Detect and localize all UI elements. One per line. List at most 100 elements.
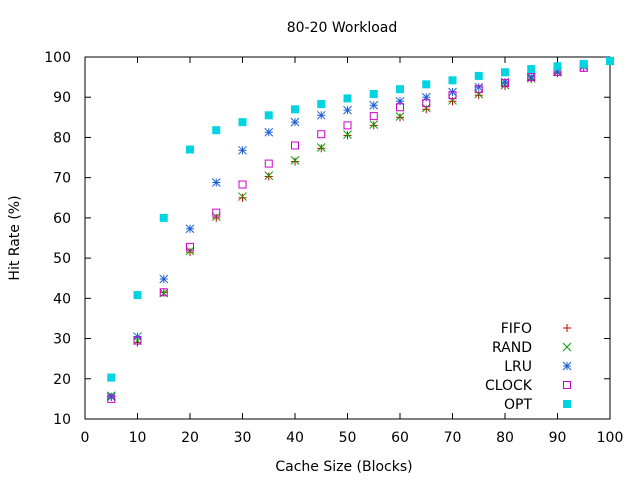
- data-point-rand: [290, 156, 300, 165]
- y-tick-label: 80: [53, 130, 71, 146]
- data-point-rand: [185, 246, 195, 256]
- data-point-clock: [369, 112, 378, 121]
- x-tick-label: 80: [496, 430, 514, 446]
- data-point-opt: [369, 90, 378, 99]
- data-point-rand: [133, 336, 142, 345]
- data-point-clock: [291, 141, 299, 150]
- chart-title: 80-20 Workload: [287, 20, 398, 36]
- data-point-opt: [448, 76, 457, 85]
- y-tick-label: 100: [44, 50, 71, 66]
- data-point-opt: [107, 373, 116, 382]
- data-point-opt: [527, 65, 536, 74]
- data-point-clock: [422, 99, 431, 108]
- data-point-opt: [291, 105, 299, 114]
- data-point-rand: [211, 212, 221, 222]
- data-point-lru: [526, 72, 536, 82]
- data-point-clock: [238, 180, 247, 189]
- data-point-opt: [553, 62, 562, 71]
- data-point-rand: [369, 120, 379, 129]
- y-axis: 10 20 30 40 50 60 70 80 90 100: [44, 50, 610, 428]
- series-rand: [106, 56, 615, 401]
- data-point-fifo: [159, 288, 168, 297]
- data-point-opt: [501, 68, 509, 77]
- y-tick-label: 30: [53, 332, 71, 348]
- data-point-opt: [579, 59, 588, 68]
- x-tick-label: 60: [391, 430, 409, 446]
- y-tick-label: 10: [53, 412, 71, 428]
- data-point-fifo: [369, 121, 378, 130]
- data-point-lru: [133, 332, 142, 341]
- legend-marker-opt: [563, 400, 571, 408]
- x-axis: 0 10 20 30 40 50 60 70 80 90 100: [81, 57, 624, 446]
- y-tick-label: 40: [53, 291, 71, 307]
- data-point-rand: [474, 89, 484, 99]
- series-fifo: [107, 57, 614, 401]
- data-point-fifo: [264, 172, 273, 181]
- data-point-lru: [264, 127, 274, 137]
- x-tick-label: 10: [129, 430, 147, 446]
- data-point-fifo: [396, 113, 404, 122]
- data-point-clock: [159, 288, 168, 297]
- data-points: [106, 56, 615, 403]
- data-point-rand: [343, 130, 352, 139]
- data-point-lru: [500, 77, 510, 87]
- x-tick-label: 100: [597, 430, 624, 446]
- data-point-rand: [264, 171, 274, 181]
- data-point-clock: [474, 85, 483, 94]
- data-point-lru: [211, 178, 221, 187]
- legend-label-lru: LRU: [504, 359, 532, 375]
- data-point-rand: [238, 192, 247, 201]
- y-tick-label: 20: [53, 372, 71, 388]
- legend-marker-clock: [563, 381, 571, 389]
- x-tick-label: 0: [81, 430, 90, 446]
- data-point-opt: [238, 118, 247, 127]
- legend-label-clock: CLOCK: [485, 378, 533, 394]
- data-point-opt: [317, 100, 326, 109]
- data-point-opt: [186, 145, 194, 154]
- data-point-lru: [369, 100, 379, 110]
- data-point-rand: [421, 103, 431, 113]
- y-tick-label: 70: [53, 171, 71, 187]
- data-point-opt: [422, 80, 431, 89]
- series-lru: [106, 56, 615, 402]
- y-tick-label: 50: [53, 251, 71, 267]
- legend-marker-fifo: [563, 324, 571, 332]
- data-point-opt: [606, 57, 614, 66]
- data-point-lru: [474, 82, 484, 92]
- data-point-clock: [448, 91, 457, 100]
- data-point-clock: [527, 73, 536, 82]
- legend-marker-rand: [562, 342, 572, 352]
- x-tick-label: 20: [181, 430, 199, 446]
- legend-label-opt: OPT: [504, 397, 532, 413]
- y-tick-label: 60: [53, 211, 71, 227]
- data-point-opt: [396, 85, 404, 94]
- y-axis-label: Hit Rate (%): [7, 195, 23, 280]
- data-point-fifo: [317, 144, 326, 153]
- data-point-rand: [316, 143, 326, 152]
- data-point-clock: [212, 208, 221, 217]
- data-point-fifo: [291, 157, 299, 166]
- data-point-lru: [290, 117, 300, 127]
- data-point-lru: [316, 110, 326, 120]
- data-point-clock: [343, 121, 352, 130]
- data-point-lru: [343, 105, 352, 115]
- data-point-opt: [133, 291, 142, 300]
- data-point-opt: [474, 71, 483, 80]
- data-point-fifo: [212, 213, 221, 222]
- data-point-lru: [238, 145, 247, 155]
- x-tick-label: 50: [339, 430, 357, 446]
- legend: FIFO RAND LRU CLOCK OPT: [485, 321, 572, 413]
- data-point-fifo: [343, 131, 352, 140]
- x-tick-label: 70: [444, 430, 462, 446]
- legend-label-rand: RAND: [492, 340, 532, 356]
- data-point-clock: [317, 130, 326, 139]
- x-tick-label: 40: [286, 430, 304, 446]
- series-clock: [107, 57, 614, 403]
- data-point-clock: [133, 336, 142, 345]
- data-point-fifo: [186, 248, 194, 257]
- x-tick-label: 90: [549, 430, 567, 446]
- x-axis-label: Cache Size (Blocks): [275, 459, 412, 475]
- series-opt: [107, 57, 614, 382]
- x-tick-label: 30: [234, 430, 252, 446]
